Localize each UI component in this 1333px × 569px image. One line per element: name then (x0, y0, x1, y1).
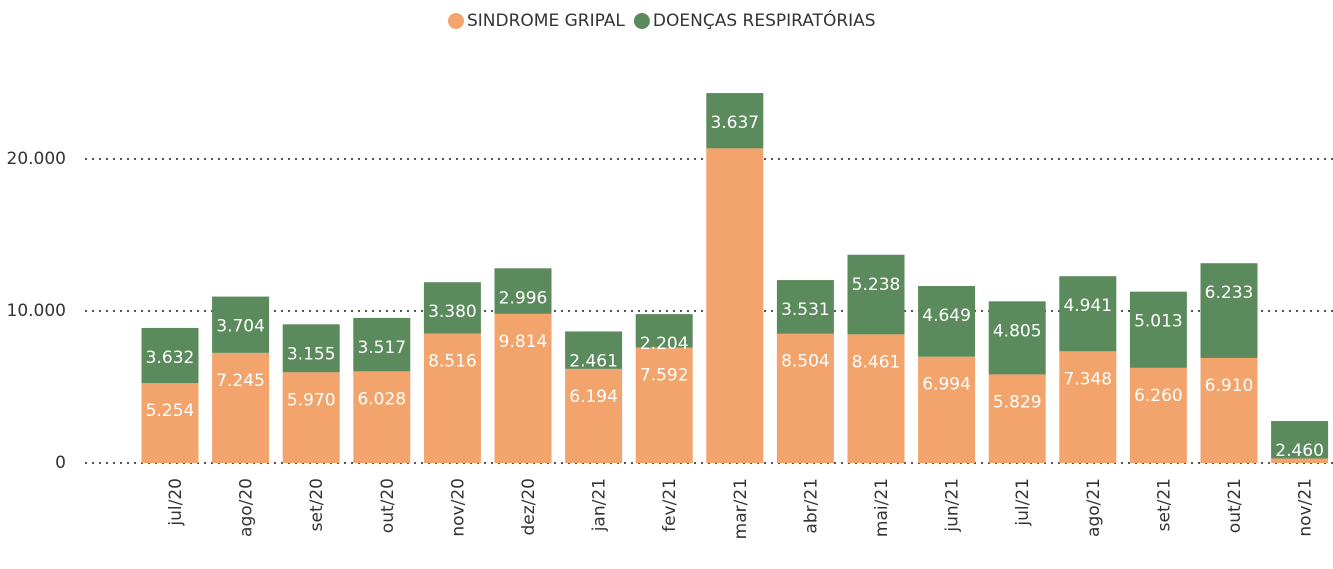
bar-segment (494, 313, 552, 463)
data-label: 4.941 (1063, 296, 1112, 316)
legend-marker (448, 13, 464, 29)
x-tick-label: jul/21 (1013, 478, 1033, 527)
data-label: 5.254 (146, 401, 195, 421)
x-tick-label: set/21 (1154, 478, 1174, 531)
data-label: 2.460 (1275, 441, 1324, 461)
bar-segment (1200, 263, 1258, 358)
data-label: 8.504 (781, 352, 830, 372)
data-label: 3.517 (357, 338, 406, 358)
data-label: 7.245 (216, 371, 265, 391)
x-tick-label: jun/21 (943, 478, 963, 533)
data-label: 5.013 (1134, 312, 1183, 332)
x-tick-label: ago/20 (237, 478, 257, 537)
data-label: 6.994 (922, 375, 971, 395)
data-label: 6.028 (357, 389, 406, 409)
x-tick-label: set/20 (307, 478, 327, 531)
legend-label: DOENÇAS RESPIRATÓRIAS (653, 9, 876, 31)
data-label: 3.632 (146, 348, 195, 368)
bar-segment (282, 324, 340, 373)
bar-segment (565, 331, 623, 369)
bar-segment (847, 254, 905, 335)
data-label: 6.194 (569, 387, 618, 407)
bar-segment (706, 93, 764, 149)
bar-segment (212, 296, 270, 353)
x-tick-label: jul/20 (166, 478, 186, 527)
legend-label: SINDROME GRIPAL (467, 11, 625, 31)
x-tick-label: out/21 (1225, 478, 1245, 533)
data-label: 2.204 (640, 334, 689, 354)
data-label: 2.461 (569, 351, 618, 371)
bar-segment (988, 301, 1046, 375)
data-label: 6.260 (1134, 386, 1183, 406)
y-tick-label: 10.000 (7, 301, 66, 321)
bar-segment (635, 314, 693, 348)
bar-segment (1129, 367, 1187, 463)
x-tick-label: dez/20 (519, 478, 539, 536)
data-label: 4.805 (993, 321, 1042, 341)
x-tick-label: fev/21 (660, 478, 680, 532)
bar-segment (1271, 421, 1329, 459)
data-label: 8.461 (852, 352, 901, 372)
bar-segment (212, 352, 270, 463)
bar-segment (635, 347, 693, 463)
data-label: 3.704 (216, 317, 265, 337)
data-label: 6.233 (1205, 283, 1254, 303)
bar-segment (423, 333, 481, 463)
bar-segment (423, 282, 481, 334)
x-tick-label: ago/21 (1084, 478, 1104, 537)
data-label: 3.637 (710, 113, 759, 133)
data-label: 3.155 (287, 344, 336, 364)
bar-segment (706, 148, 764, 464)
bar-segment (141, 327, 199, 384)
x-tick-label: out/20 (378, 478, 398, 533)
data-label: 9.814 (499, 332, 548, 352)
data-label: 4.649 (922, 306, 971, 326)
bar-segment (988, 374, 1046, 463)
bar-segment (353, 317, 411, 372)
data-label: 5.238 (852, 275, 901, 295)
data-label: 5.970 (287, 390, 336, 410)
bar-segment (282, 372, 340, 463)
bar-segment (847, 334, 905, 463)
bar-segment (776, 280, 834, 334)
bar-segment (1059, 276, 1117, 352)
bar-segment (494, 268, 552, 314)
bar-segment (565, 368, 623, 463)
data-label: 8.516 (428, 352, 477, 372)
data-label: 5.829 (993, 392, 1042, 412)
bar-segment (1059, 351, 1117, 463)
x-tick-label: nov/21 (1296, 478, 1316, 537)
x-tick-label: mar/21 (731, 478, 751, 539)
data-label: 6.910 (1205, 376, 1254, 396)
bar-segment (353, 371, 411, 463)
x-tick-label: mai/21 (872, 478, 892, 537)
y-tick-label: 20.000 (7, 149, 66, 169)
bar-segment (918, 286, 976, 357)
y-tick-label: 0 (55, 453, 66, 473)
x-tick-label: abr/21 (801, 478, 821, 534)
data-label: 2.996 (499, 288, 548, 308)
data-label: 3.380 (428, 302, 477, 322)
x-tick-label: nov/20 (448, 478, 468, 537)
bar-segment (1129, 291, 1187, 368)
data-label: 3.531 (781, 300, 830, 320)
legend-marker (633, 13, 650, 29)
x-tick-label: jan/21 (590, 478, 610, 532)
data-label: 7.348 (1063, 369, 1112, 389)
bar-segment (141, 383, 199, 463)
data-label: 7.592 (640, 366, 689, 386)
bar-segment (918, 356, 976, 463)
bar-segment (1271, 458, 1329, 463)
bar-segment (1200, 357, 1258, 463)
bar-segment (776, 333, 834, 463)
